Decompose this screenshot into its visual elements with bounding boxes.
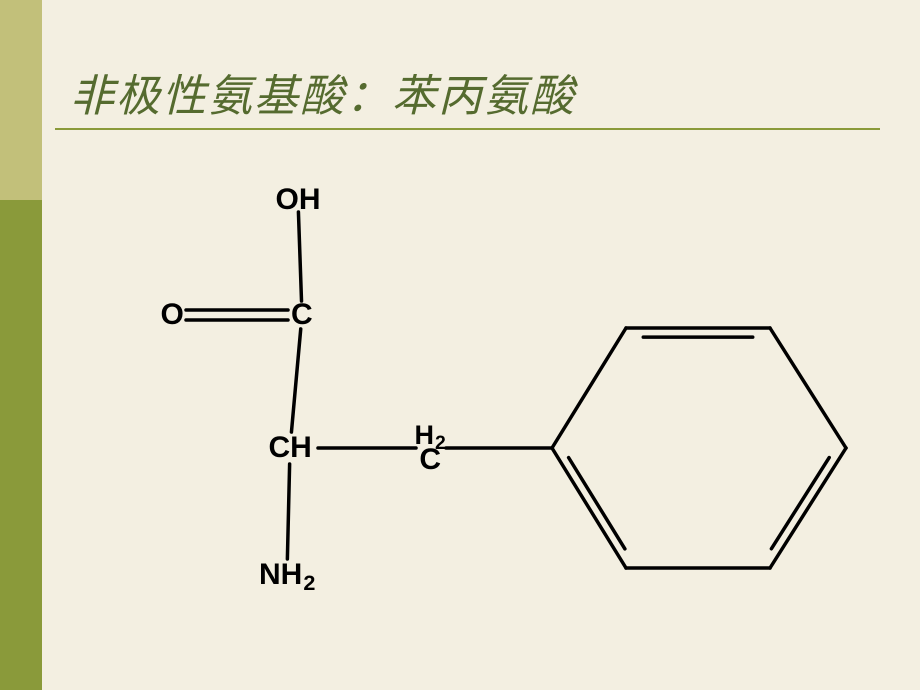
sidebar-accent-bottom (0, 200, 42, 690)
slide-title: 非极性氨基酸：苯丙氨酸 (70, 60, 576, 124)
atom-label-oh: OH (276, 185, 321, 215)
title-underline (55, 128, 880, 130)
sidebar-accent-top (0, 0, 42, 200)
atom-label-ch: CH (269, 433, 312, 463)
atom-label-c1: C (291, 300, 313, 330)
molecule-diagram: OH O C CH H2C NH2 (80, 170, 840, 650)
atom-label-nh2: NH2 (259, 560, 315, 590)
atom-label-ch2: H2C (415, 422, 446, 475)
atom-label-o: O (161, 300, 184, 330)
molecule-bonds (80, 170, 840, 650)
